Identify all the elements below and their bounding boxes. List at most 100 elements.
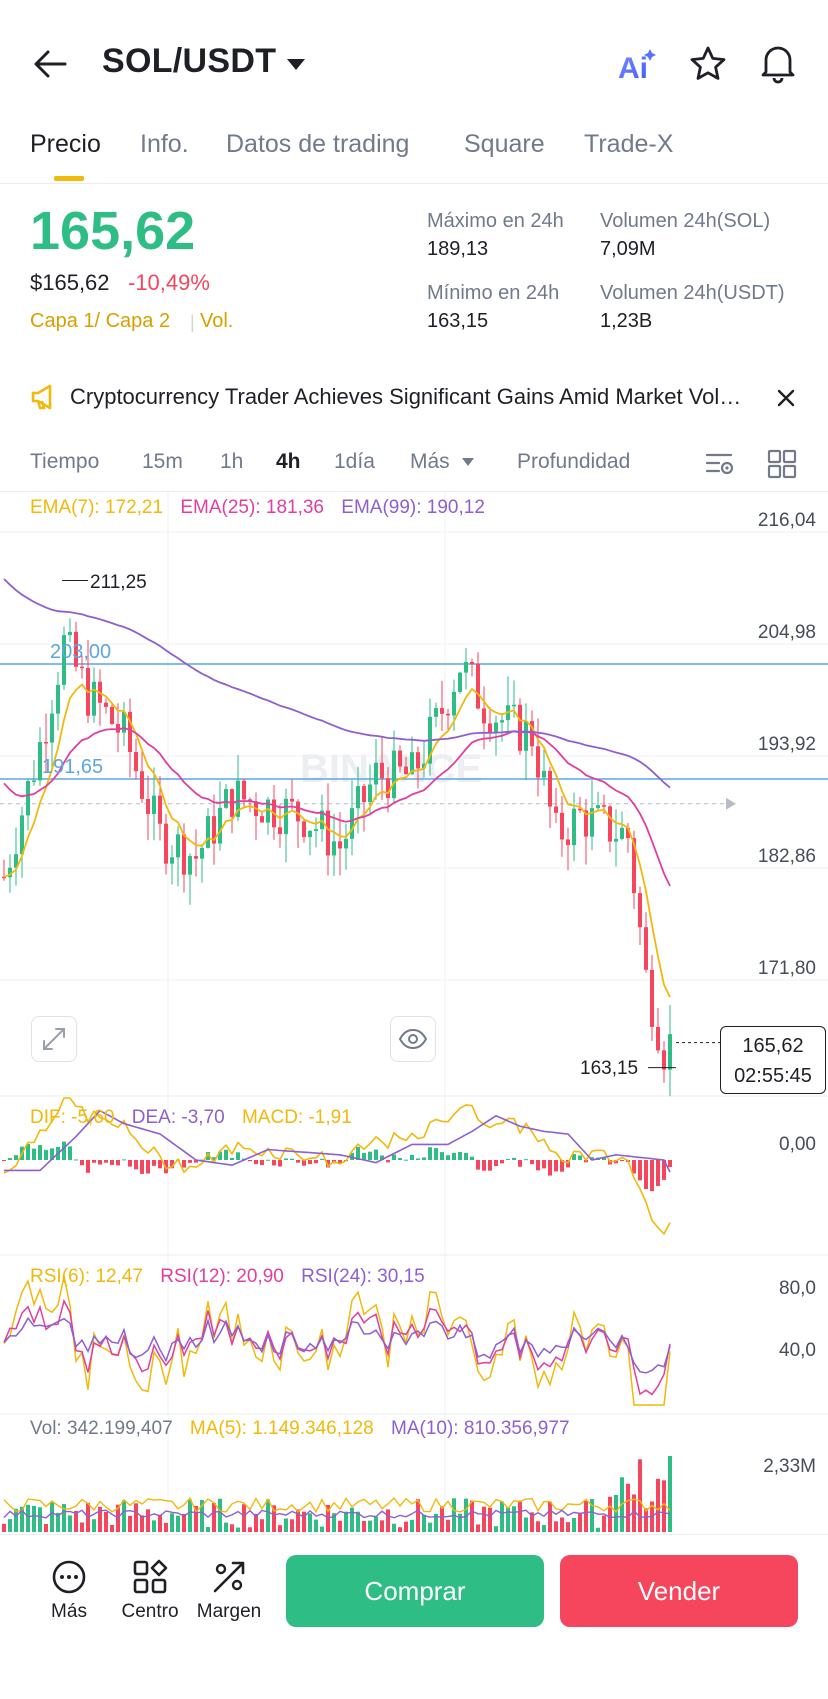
volume-bar [482, 1506, 486, 1532]
volume-bar [566, 1522, 570, 1532]
macd-histogram-bar [578, 1155, 582, 1160]
candle-body [110, 706, 114, 724]
volume-bar [644, 1508, 648, 1532]
macd-histogram-bar [314, 1160, 318, 1164]
volume-bar [614, 1494, 618, 1532]
high-marker-label: 211,25 [90, 572, 147, 593]
volume-bar [218, 1498, 222, 1532]
candle-body [584, 810, 588, 837]
macd-histogram-bar [470, 1156, 474, 1160]
sell-button[interactable]: Vender [560, 1555, 798, 1627]
candle-body [212, 816, 216, 844]
centro-button[interactable]: Centro [115, 1559, 185, 1623]
volume-bar [14, 1508, 18, 1532]
bell-icon[interactable] [758, 42, 798, 84]
chevron-down-icon[interactable] [284, 54, 308, 74]
news-banner[interactable]: Cryptocurrency Trader Achieves Significa… [0, 370, 828, 426]
depth-tab[interactable]: Profundidad [517, 450, 631, 473]
rsi6-label: RSI(6): 12,47 [30, 1266, 143, 1287]
candle-body [392, 750, 396, 799]
rsi-axis-label: 40,0 [779, 1340, 816, 1361]
low-marker-label: 163,15 [580, 1058, 639, 1079]
candle-body [638, 893, 642, 928]
volume-bar [362, 1520, 366, 1532]
candle-body [596, 805, 600, 809]
macd-histogram-bar [374, 1149, 378, 1160]
interval-mas[interactable]: Más [410, 450, 450, 473]
back-arrow-icon[interactable] [30, 44, 70, 84]
candle-body [62, 635, 66, 685]
macd-histogram-bar [194, 1160, 198, 1163]
candle-body [416, 752, 420, 769]
tab-datos-de-trading[interactable]: Datos de trading [226, 130, 410, 158]
pair-title[interactable]: SOL/USDT [102, 42, 277, 80]
volume-bar [554, 1521, 558, 1532]
vol-tag[interactable]: Vol. [200, 310, 234, 332]
buy-button[interactable]: Comprar [286, 1555, 544, 1627]
ema7-line [3, 683, 671, 998]
volume-bar [2, 1523, 6, 1532]
expand-icon[interactable] [31, 1016, 77, 1062]
interval-4h[interactable]: 4h [276, 450, 301, 473]
news-headline[interactable]: Cryptocurrency Trader Achieves Significa… [70, 384, 746, 409]
margen-button[interactable]: Margen [194, 1559, 264, 1623]
close-icon[interactable] [772, 384, 800, 412]
candle-body [236, 780, 240, 817]
macd-histogram-bar [404, 1159, 408, 1161]
macd-histogram-bar [266, 1159, 270, 1161]
ai-assistant-icon[interactable]: Ai [616, 46, 658, 85]
candle-body [524, 721, 528, 751]
macd-histogram-bar [104, 1160, 108, 1163]
macd-dea-line [4, 1109, 671, 1173]
rsi12-label: RSI(12): 20,90 [160, 1266, 284, 1287]
candle-body [476, 664, 480, 709]
more-button[interactable]: Más [34, 1559, 104, 1623]
watermark: BINANCE [300, 747, 482, 791]
macd-histogram-bar [326, 1160, 330, 1168]
volume-bar [530, 1512, 534, 1532]
layout-grid-icon[interactable] [766, 448, 798, 480]
macd-histogram-bar [548, 1160, 552, 1176]
volume-bar [134, 1503, 138, 1532]
candle-body [182, 834, 186, 875]
macd-histogram-bar [146, 1160, 150, 1174]
tab-trade-x[interactable]: Trade-X [584, 130, 674, 158]
candle-body [554, 806, 558, 813]
volume-bar [302, 1511, 306, 1532]
macd-histogram-bar [290, 1158, 294, 1160]
ema7-label: EMA(7): 172,21 [30, 497, 164, 518]
candle-body [332, 841, 336, 856]
tab-square[interactable]: Square [464, 130, 545, 158]
interval-tiempo[interactable]: Tiempo [30, 450, 100, 473]
candle-body [152, 795, 156, 815]
candlestick-chart[interactable]: BINANCE [0, 492, 828, 1534]
candle-body [140, 771, 144, 799]
macd-histogram-bar [260, 1160, 264, 1166]
favorite-star-icon[interactable] [688, 44, 728, 84]
volume-bar [50, 1502, 54, 1532]
eye-icon[interactable] [390, 1016, 436, 1062]
tab-precio[interactable]: Precio [30, 130, 101, 158]
volume-bar [56, 1512, 60, 1532]
candle-body [278, 827, 282, 835]
interval-1dia[interactable]: 1día [334, 450, 375, 473]
volume-bar [284, 1518, 288, 1532]
macd-histogram-bar [236, 1152, 240, 1160]
interval-15m[interactable]: 15m [142, 450, 183, 473]
interval-1h[interactable]: 1h [220, 450, 244, 473]
tab-info[interactable]: Info. [140, 130, 189, 158]
macd-histogram-bar [560, 1160, 564, 1172]
macd-histogram-bar [164, 1160, 168, 1174]
volume-ma10-line [3, 1509, 671, 1519]
indicator-settings-icon[interactable] [704, 448, 736, 480]
layer-tag[interactable]: Capa 1/ Capa 2 [30, 310, 171, 332]
volume-bar [428, 1522, 432, 1532]
candle-countdown: 02:55:45 [734, 1065, 812, 1087]
candle-body [104, 702, 108, 707]
macd-histogram-bar [182, 1160, 186, 1168]
volume-bar [398, 1527, 402, 1532]
macd-histogram-bar [410, 1154, 414, 1160]
macd-histogram-bar [158, 1160, 162, 1169]
mas-chevron-down-icon[interactable] [458, 452, 478, 472]
candle-body [326, 810, 330, 856]
